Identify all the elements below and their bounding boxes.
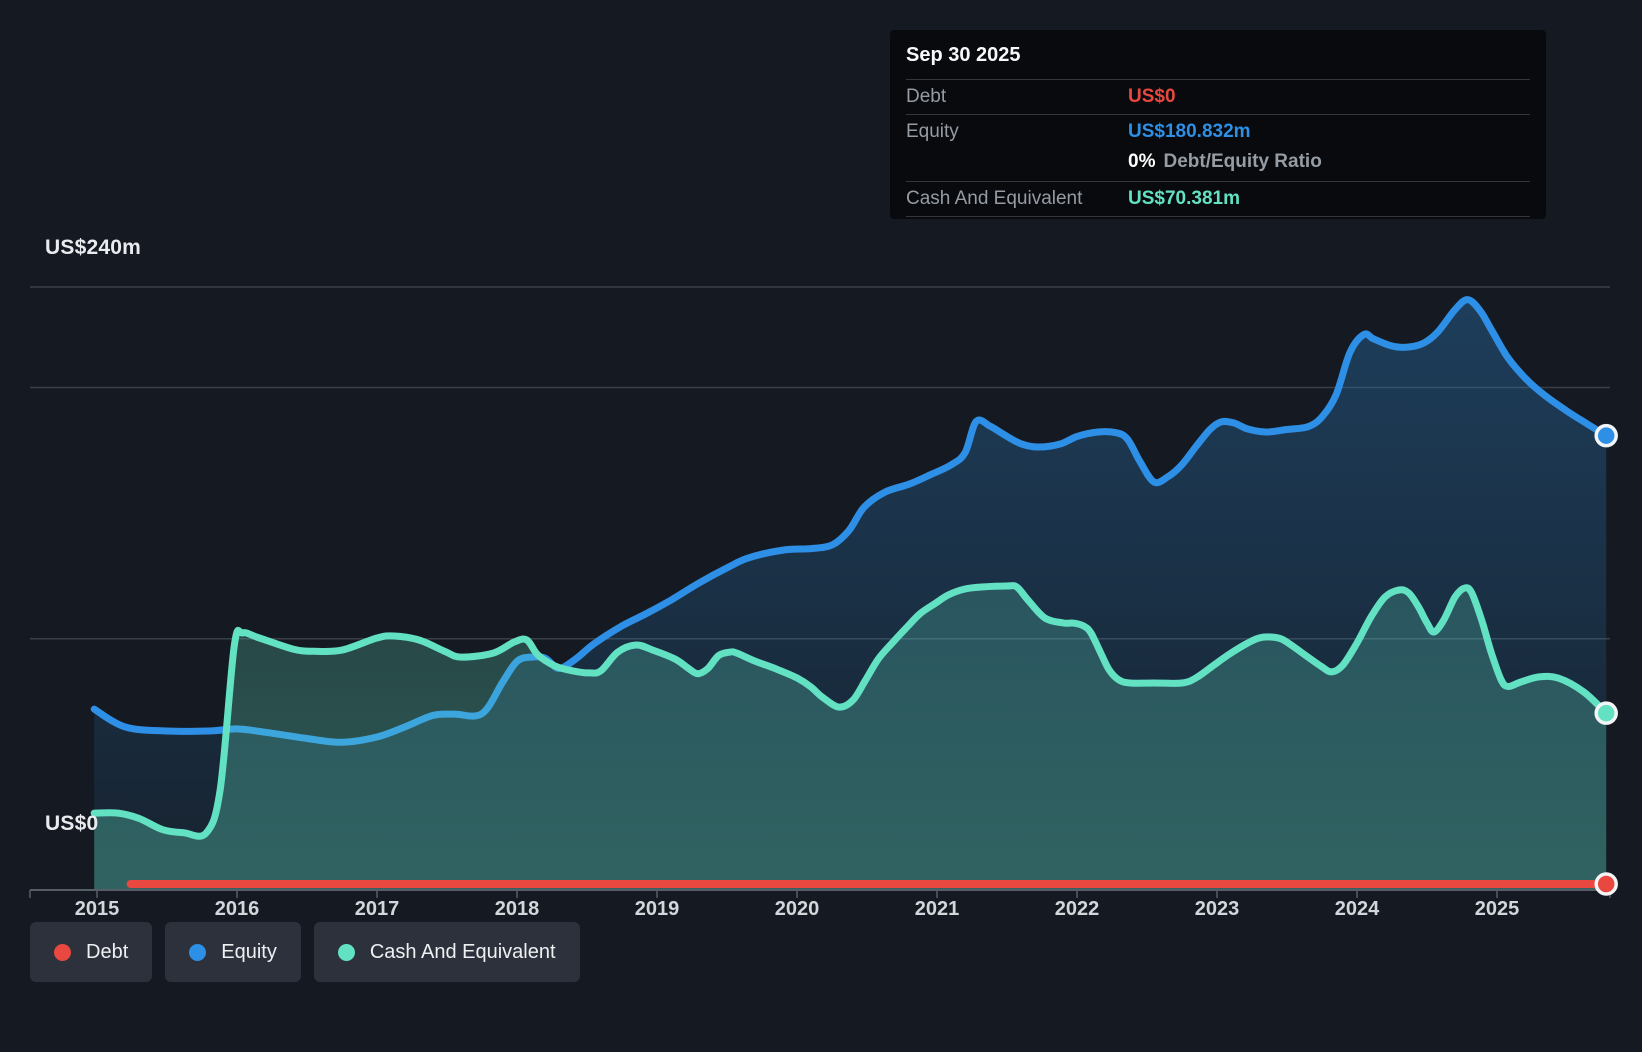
tooltip-equity-value: US$180.832m — [1128, 121, 1251, 143]
legend-equity-label: Equity — [221, 941, 277, 964]
tooltip-debt-label: Debt — [906, 86, 1128, 108]
tooltip-cash-value: US$70.381m — [1128, 188, 1240, 210]
equity-series-dot-icon — [189, 944, 206, 961]
x-axis-year-label: 2017 — [355, 898, 400, 921]
chart-tooltip: Sep 30 2025 Debt US$0 Equity US$180.832m… — [890, 30, 1546, 219]
tooltip-date: Sep 30 2025 — [890, 30, 1546, 79]
x-axis-year-label: 2018 — [495, 898, 540, 921]
y-axis-max-label: US$240m — [45, 236, 141, 260]
debt-equity-chart-page: US$240m US$0 2015 2016 2017 2018 2019 2020 202… — [0, 0, 1642, 1052]
chart-legend: Debt Equity Cash And Equivalent — [30, 922, 580, 982]
x-axis-year-label: 2022 — [1055, 898, 1100, 921]
x-axis-year-label: 2024 — [1335, 898, 1380, 921]
legend-cash-label: Cash And Equivalent — [370, 941, 556, 964]
tooltip-debt-value: US$0 — [1128, 86, 1176, 108]
x-axis-year-label: 2015 — [75, 898, 120, 921]
tooltip-row-cash: Cash And Equivalent US$70.381m — [906, 181, 1530, 217]
tooltip-ratio-label: Debt/Equity Ratio — [1163, 151, 1321, 173]
tooltip-equity-label: Equity — [906, 121, 1128, 143]
tooltip-row-equity: Equity US$180.832m — [906, 114, 1530, 149]
y-axis-zero-label: US$0 — [45, 812, 98, 836]
x-axis-year-label: 2023 — [1195, 898, 1240, 921]
x-axis-year-label: 2025 — [1475, 898, 1520, 921]
tooltip-row-ratio: 0% Debt/Equity Ratio — [906, 149, 1530, 181]
tooltip-cash-label: Cash And Equivalent — [906, 188, 1128, 210]
cash-series-dot-icon — [338, 944, 355, 961]
legend-item-equity[interactable]: Equity — [165, 922, 301, 982]
legend-item-debt[interactable]: Debt — [30, 922, 152, 982]
tooltip-row-debt: Debt US$0 — [906, 79, 1530, 114]
x-axis-year-label: 2021 — [915, 898, 960, 921]
x-axis-year-label: 2016 — [215, 898, 260, 921]
legend-item-cash[interactable]: Cash And Equivalent — [314, 922, 580, 982]
x-axis-year-label: 2019 — [635, 898, 680, 921]
legend-debt-label: Debt — [86, 941, 128, 964]
debt-series-dot-icon — [54, 944, 71, 961]
tooltip-ratio-value: 0% — [1128, 151, 1155, 173]
x-axis-year-label: 2020 — [775, 898, 820, 921]
